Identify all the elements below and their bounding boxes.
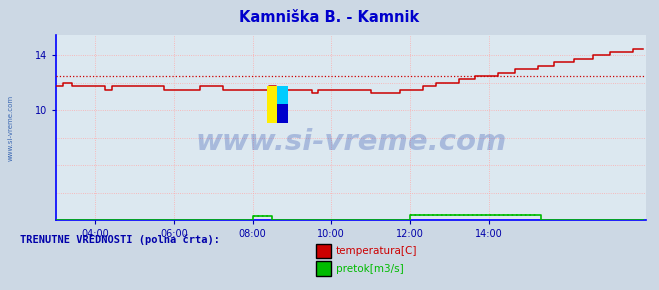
Text: www.si-vreme.com: www.si-vreme.com — [195, 128, 507, 156]
Text: pretok[m3/s]: pretok[m3/s] — [336, 264, 404, 273]
Text: TRENUTNE VREDNOSTI (polna črta):: TRENUTNE VREDNOSTI (polna črta): — [20, 235, 219, 245]
Text: Kamniška B. - Kamnik: Kamniška B. - Kamnik — [239, 10, 420, 25]
Text: www.si-vreme.com: www.si-vreme.com — [8, 95, 14, 161]
Text: temperatura[C]: temperatura[C] — [336, 246, 418, 256]
